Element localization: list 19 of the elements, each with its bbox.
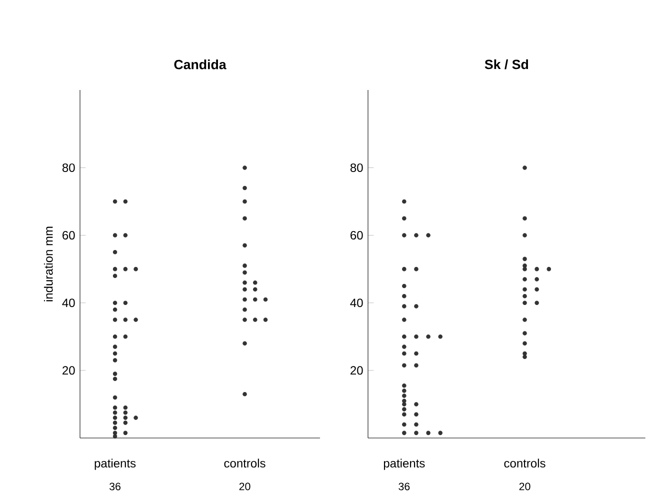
x-tick-label: patients (384, 458, 425, 470)
y-tick-label: 40 (350, 298, 363, 308)
text: 20 (239, 482, 250, 490)
x-tick-label: patients (94, 458, 136, 470)
y-axis-title: induration mm (44, 226, 53, 302)
y-tick-label: 80 (350, 163, 363, 172)
x-tick-label: controls (504, 458, 546, 468)
text: 36 (109, 482, 120, 490)
y-tick-label: 60 (350, 231, 363, 240)
y-tick-label: 20 (350, 366, 363, 375)
text: 20 (519, 482, 530, 490)
y-tick-label: 20 (62, 366, 75, 375)
x-tick-label: controls (224, 458, 266, 468)
chart-title: Sk / Sd (484, 59, 528, 70)
y-tick-label: 40 (62, 298, 75, 308)
y-tick-label: 60 (62, 231, 75, 240)
text: 36 (398, 482, 410, 490)
y-tick-label: 80 (62, 163, 75, 172)
chart-title: Candida (174, 60, 226, 70)
